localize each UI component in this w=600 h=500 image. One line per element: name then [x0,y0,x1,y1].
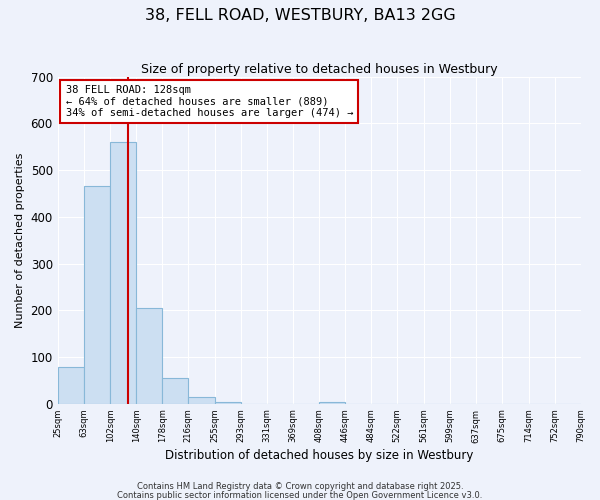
Bar [162,378,188,404]
Bar [110,142,136,404]
Text: 38, FELL ROAD, WESTBURY, BA13 2GG: 38, FELL ROAD, WESTBURY, BA13 2GG [145,8,455,22]
Text: Contains HM Land Registry data © Crown copyright and database right 2025.: Contains HM Land Registry data © Crown c… [137,482,463,491]
Bar [215,402,241,404]
Y-axis label: Number of detached properties: Number of detached properties [15,152,25,328]
Bar [319,402,346,404]
Bar [188,397,215,404]
Bar [83,186,110,404]
Text: Contains public sector information licensed under the Open Government Licence v3: Contains public sector information licen… [118,490,482,500]
Bar [136,308,162,404]
Text: 38 FELL ROAD: 128sqm
← 64% of detached houses are smaller (889)
34% of semi-deta: 38 FELL ROAD: 128sqm ← 64% of detached h… [65,85,353,118]
Title: Size of property relative to detached houses in Westbury: Size of property relative to detached ho… [141,62,497,76]
X-axis label: Distribution of detached houses by size in Westbury: Distribution of detached houses by size … [165,450,473,462]
Bar [58,368,83,404]
